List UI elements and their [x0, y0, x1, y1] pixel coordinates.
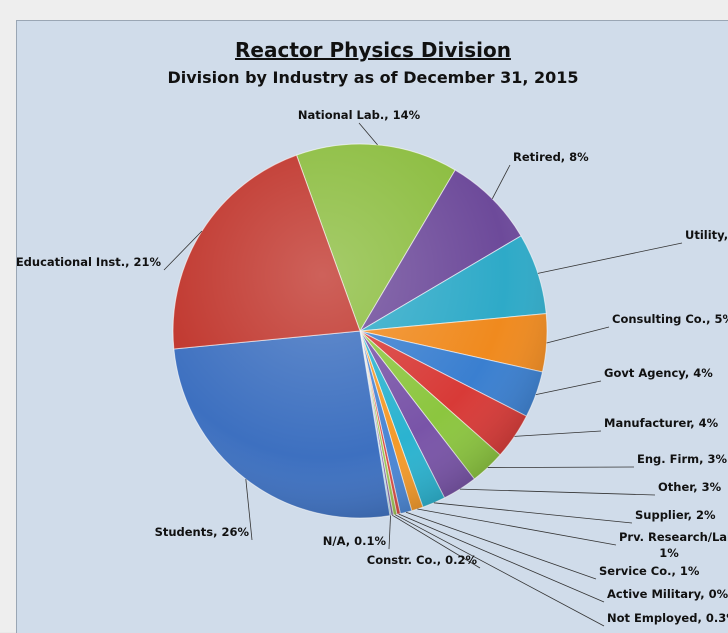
slice-label: Students, 26%	[155, 525, 250, 539]
slice-label: Service Co., 1%	[599, 564, 700, 578]
slice-label: Active Military, 0%	[607, 587, 728, 601]
slice-label: Govt Agency, 4%	[604, 366, 713, 380]
slice-label: Retired, 8%	[513, 150, 589, 164]
leader-line	[514, 430, 602, 437]
slice-label: Supplier, 2%	[635, 508, 716, 522]
slice-label: N/A, 0.1%	[323, 534, 387, 548]
leader-line	[388, 515, 391, 550]
leader-line	[535, 380, 602, 395]
leader-line	[546, 326, 610, 344]
chart-title: Reactor Physics Division	[235, 38, 511, 62]
leader-line	[394, 514, 605, 627]
slice-label: Consulting Co., 5%	[612, 312, 728, 326]
leader-line	[245, 479, 253, 541]
slice-label: Educational Inst., 21%	[17, 255, 161, 269]
chart-panel: Reactor Physics Division Division by Ind…	[16, 20, 728, 633]
slice-labels: National Lab., 14% Retired, 8% Utility, 7%…	[17, 108, 728, 627]
slice-label: Eng. Firm, 3%	[637, 452, 727, 466]
leader-line	[163, 230, 203, 271]
leader-line	[487, 466, 635, 468]
slice-label: Constr. Co., 0.2%	[367, 553, 478, 567]
leader-line	[459, 488, 656, 496]
leader-line	[433, 502, 633, 524]
slice-label: National Lab., 14%	[298, 108, 421, 122]
slice-label: Prv. Research/Lab, 1%	[619, 530, 728, 560]
slice-label: Utility, 7%	[685, 228, 728, 242]
chart-subtitle: Division by Industry as of December 31, …	[167, 68, 578, 87]
leader-line	[392, 514, 481, 569]
slice-label: Manufacturer, 4%	[604, 416, 719, 430]
leader-line	[491, 164, 511, 200]
pie-slices	[172, 143, 548, 519]
leader-line	[405, 511, 597, 580]
slice-label: Not Employed, 0.3%	[607, 611, 728, 625]
pie-slice	[173, 330, 391, 519]
leader-line	[358, 122, 378, 146]
leader-line	[537, 242, 683, 274]
slice-label: Other, 3%	[658, 480, 722, 494]
leader-line	[417, 508, 617, 546]
pie-chart: Reactor Physics Division Division by Ind…	[17, 38, 728, 627]
leader-line	[398, 513, 605, 603]
